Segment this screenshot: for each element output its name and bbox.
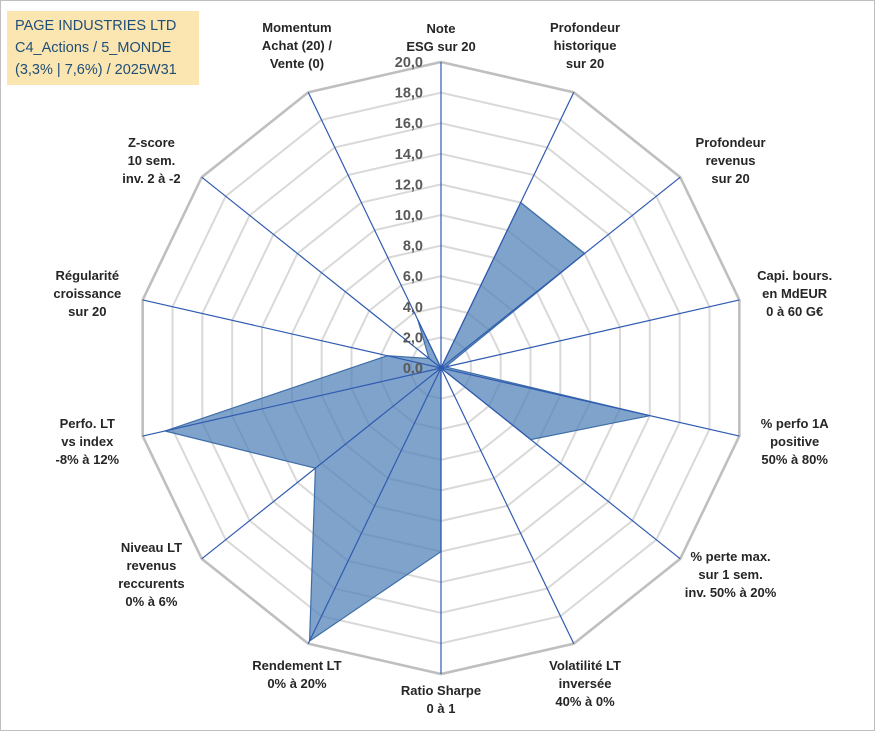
tick-label: 4,0 (403, 300, 423, 316)
axis-label: Profondeur revenus sur 20 (696, 135, 766, 186)
tick-label: 10,0 (395, 208, 423, 224)
axis-label: % perte max. sur 1 sem. inv. 50% à 20% (685, 549, 777, 600)
axis-label: Rendement LT 0% à 20% (252, 658, 341, 691)
axis-label: Perfo. LT vs index -8% à 12% (56, 416, 120, 467)
tick-label: 16,0 (395, 116, 423, 132)
axis-spoke (307, 92, 442, 369)
axis-spoke (440, 176, 681, 369)
axis-spoke (440, 367, 575, 644)
axis-label: % perfo 1A positive 50% à 80% (761, 416, 830, 467)
axis-label: Profondeur historique sur 20 (550, 20, 620, 71)
axis-spoke (142, 299, 442, 369)
tick-label: 14,0 (395, 147, 423, 163)
axis-spoke (142, 367, 442, 437)
category-label: C4_Actions / 5_MONDE (15, 40, 172, 56)
axis-spoke (440, 367, 681, 560)
tick-label: 18,0 (395, 86, 423, 102)
tick-label: 20,0 (395, 55, 423, 71)
tick-label: 6,0 (403, 269, 423, 285)
axis-spoke (440, 367, 740, 437)
axis-label: Capi. bours. en MdEUR 0 à 60 G€ (757, 268, 832, 319)
period-label: (3,3% | 7,6%) / 2025W31 (15, 62, 177, 78)
tick-label: 12,0 (395, 177, 423, 193)
tick-label: 2,0 (403, 330, 423, 346)
axis-label: Note ESG sur 20 (406, 21, 475, 54)
axis-label: Z-score 10 sem. inv. 2 à -2 (122, 135, 180, 186)
axis-label: Volatilité LT inversée 40% à 0% (549, 658, 621, 709)
chart-title-box: PAGE INDUSTRIES LTD C4_Actions / 5_MONDE… (7, 11, 199, 85)
axis-label: Niveau LT revenus reccurents 0% à 6% (118, 540, 184, 609)
axis-spoke (201, 176, 442, 369)
tick-label: 8,0 (403, 239, 423, 255)
axis-label: Régularité croissance sur 20 (53, 268, 121, 319)
axis-label: Momentum Achat (20) / Vente (0) (262, 20, 332, 71)
axis-spoke (440, 92, 575, 369)
axis-spoke (440, 299, 740, 369)
axis-label: Ratio Sharpe 0 à 1 (401, 683, 481, 716)
axis-spoke (307, 367, 442, 644)
axis-spoke (201, 367, 442, 560)
tick-label: 0,0 (403, 361, 423, 377)
company-name: PAGE INDUSTRIES LTD (15, 18, 177, 34)
